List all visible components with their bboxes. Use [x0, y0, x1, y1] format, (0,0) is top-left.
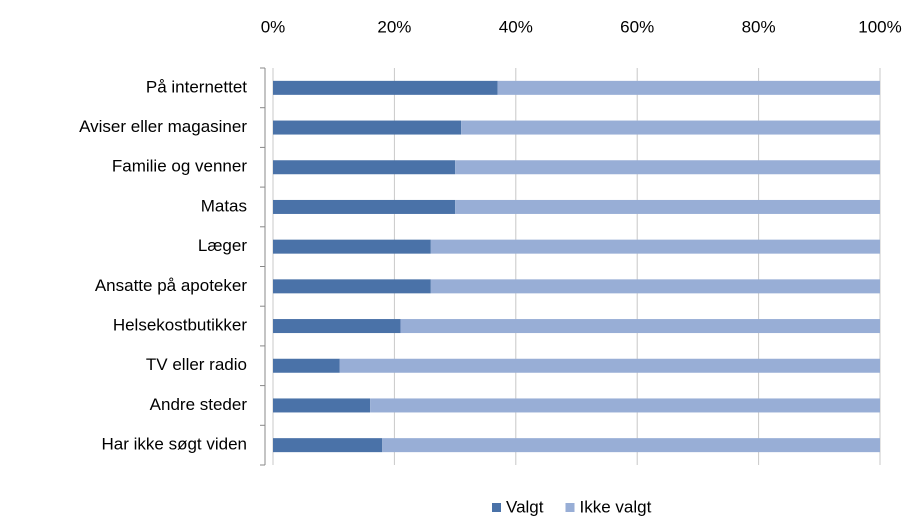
y-tick-label: Læger — [198, 236, 247, 255]
y-tick-label: Helsekostbutikker — [113, 316, 248, 335]
bar-segment — [370, 398, 880, 413]
bar-segment — [273, 199, 456, 214]
y-tick-label: Familie og venner — [112, 157, 247, 176]
legend-swatch — [492, 503, 501, 512]
legend-label: Valgt — [506, 497, 544, 516]
bar-segment — [273, 358, 340, 373]
bar-segment — [455, 199, 880, 214]
bar-segment — [273, 160, 456, 175]
bar-segment — [273, 80, 498, 95]
bar-segment — [430, 279, 880, 294]
y-tick-label: Har ikke søgt viden — [102, 435, 248, 454]
x-tick-label: 40% — [499, 17, 533, 36]
bar-segment — [273, 398, 371, 413]
legend-label: Ikke valgt — [580, 497, 652, 516]
bar-segment — [497, 80, 880, 95]
y-tick-label: Ansatte på apoteker — [95, 276, 248, 295]
x-tick-label: 0% — [261, 17, 286, 36]
bar-segment — [430, 239, 880, 254]
bar-segment — [382, 438, 880, 453]
bar-segment — [461, 120, 880, 135]
y-tick-label: På internettet — [146, 77, 247, 96]
x-tick-label: 60% — [620, 17, 654, 36]
bar-segment — [400, 319, 880, 334]
bar-segment — [273, 319, 401, 334]
legend-swatch — [565, 503, 575, 512]
bar-segment — [273, 279, 431, 294]
bar-segment — [339, 358, 880, 373]
y-tick-label: Matas — [201, 196, 247, 215]
bar-segment — [273, 438, 383, 453]
x-tick-label: 20% — [377, 17, 411, 36]
y-tick-label: TV eller radio — [146, 355, 247, 374]
bar-segment — [455, 160, 880, 175]
bar-segment — [273, 120, 462, 135]
x-tick-label: 80% — [742, 17, 776, 36]
y-tick-label: Andre steder — [150, 395, 248, 414]
y-tick-label: Aviser eller magasiner — [79, 117, 247, 136]
x-tick-label: 100% — [858, 17, 901, 36]
bar-segment — [273, 239, 431, 254]
